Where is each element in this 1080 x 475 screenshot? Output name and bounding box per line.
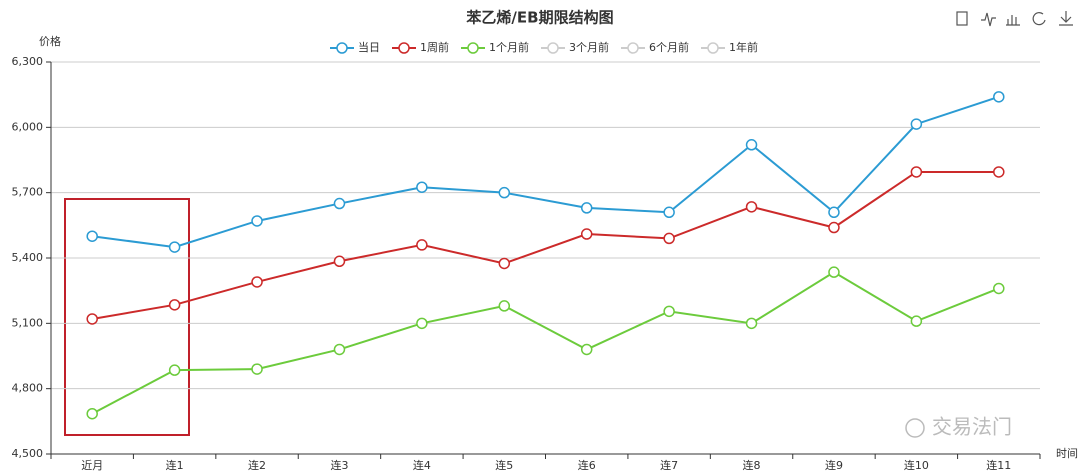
legend-marker [547, 42, 559, 54]
y-tick-label: 5,400 [12, 251, 44, 264]
point [745, 317, 758, 330]
point [416, 239, 428, 251]
watermark-logo: 交易法门 [905, 415, 1012, 439]
legend-label-hidden: 3个月前 [569, 40, 609, 54]
legend-item[interactable]: 6个月前 [621, 40, 689, 54]
toolbox[interactable] [956, 11, 1073, 27]
y-tick-label: 5,700 [12, 186, 44, 199]
y-tick-label: 4,800 [12, 382, 44, 395]
point [251, 215, 263, 227]
point [993, 166, 1005, 178]
point [663, 232, 675, 245]
x-tick-label: 连4 [413, 459, 431, 472]
x-tick-label: 连6 [578, 459, 596, 472]
legend-label: 1周前 [420, 40, 449, 54]
watermark: 交易法门 [932, 415, 1012, 439]
point [745, 201, 758, 213]
series-line [92, 170, 999, 320]
y-tick-label: 5,100 [12, 316, 44, 329]
x-tick-label: 连3 [330, 459, 348, 472]
point [580, 228, 593, 240]
legend-marker [467, 42, 479, 54]
point [333, 343, 346, 356]
point [498, 186, 511, 199]
series-line [91, 270, 1000, 415]
point [993, 282, 1005, 295]
y-tick-label: 6,300 [12, 55, 44, 68]
point [86, 313, 98, 325]
x-tick-label: 连10 [904, 459, 929, 472]
point [745, 139, 758, 151]
x-tick-label: 近月 [81, 459, 103, 472]
legend-label: 当日 [358, 40, 380, 54]
point [910, 315, 923, 327]
x-tick-label: 连7 [660, 459, 678, 472]
point [251, 363, 263, 375]
point [168, 299, 181, 311]
tool-restore[interactable] [1032, 12, 1046, 26]
point [663, 206, 675, 219]
point [910, 166, 923, 178]
point [828, 206, 840, 219]
x-tick-label: 连2 [248, 459, 266, 472]
point [86, 407, 98, 420]
point [168, 364, 181, 376]
legend-marker [707, 42, 719, 54]
legend-marker [627, 42, 639, 54]
tool-line[interactable] [981, 12, 996, 27]
chart-title: 苯乙烯/EB期限结构图 [465, 9, 613, 27]
point [498, 300, 511, 312]
y-axis-label: 价格 [39, 34, 61, 48]
legend-item[interactable]: 1周前 [392, 40, 449, 54]
point [993, 91, 1005, 103]
legend-item[interactable]: 1年前 [701, 40, 758, 54]
tool-bar[interactable] [1006, 15, 1020, 26]
point [828, 266, 840, 278]
x-tick-label: 连1 [166, 459, 184, 472]
legend-item[interactable]: 当日 [330, 40, 380, 54]
point [168, 241, 181, 253]
x-tick-label: 连5 [495, 459, 513, 472]
point [86, 230, 98, 242]
series-line [92, 95, 1000, 249]
legend-item[interactable]: 3个月前 [541, 40, 609, 54]
point [333, 197, 346, 210]
point [251, 276, 263, 288]
x-tick-label: 连9 [825, 459, 843, 472]
legend-label: 1个月前 [489, 40, 529, 54]
x-axis-label: 时间 [1056, 447, 1078, 460]
point [828, 221, 840, 234]
legend-label-hidden: 6个月前 [649, 40, 689, 54]
point [910, 118, 923, 130]
point [498, 257, 511, 270]
legend-label-hidden: 1年前 [729, 40, 758, 54]
tool-data-view[interactable] [956, 11, 968, 26]
tool-save[interactable] [1059, 11, 1073, 26]
y-tick-label: 4,500 [12, 447, 44, 460]
point [663, 305, 675, 318]
x-tick-label: 连11 [986, 459, 1011, 472]
legend-item[interactable]: 1个月前 [461, 40, 529, 54]
x-tick-label: 连8 [743, 459, 761, 472]
point [416, 317, 428, 330]
point [580, 343, 593, 356]
legend-marker [336, 42, 348, 54]
point [333, 255, 346, 268]
point [416, 181, 428, 193]
point [580, 202, 593, 214]
y-tick-label: 6,000 [12, 120, 44, 133]
highlight-box [64, 198, 190, 436]
legend-marker [398, 42, 410, 54]
